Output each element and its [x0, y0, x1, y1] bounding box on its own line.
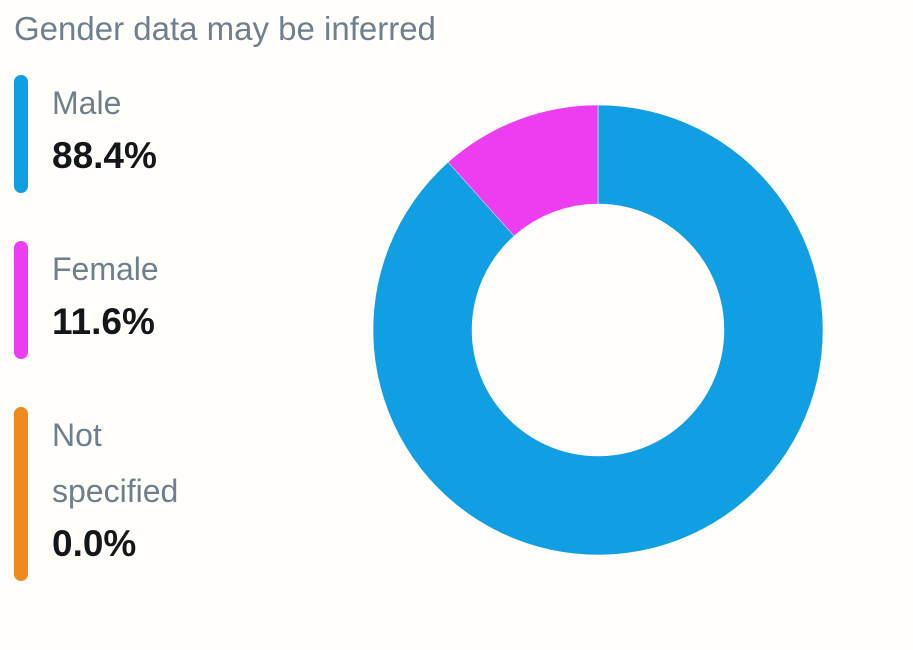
- legend-text: Female 11.6%: [52, 241, 159, 359]
- legend-item: Female 11.6%: [14, 241, 234, 359]
- donut-segment: [372, 104, 824, 556]
- legend-label: Male: [52, 85, 122, 121]
- legend-value: 11.6%: [52, 301, 155, 342]
- legend-swatch: [14, 75, 28, 193]
- legend-swatch: [14, 407, 28, 581]
- legend-item: Male 88.4%: [14, 75, 234, 193]
- legend: Male 88.4% Female 11.6% Not specified 0.0%: [14, 75, 234, 629]
- legend-value: 0.0%: [52, 523, 137, 564]
- legend-swatch: [14, 241, 28, 359]
- legend-label: Female: [52, 251, 159, 287]
- legend-item: Not specified 0.0%: [14, 407, 234, 581]
- chart-title: Gender data may be inferred: [14, 10, 436, 47]
- legend-text: Not specified 0.0%: [52, 407, 222, 581]
- legend-label: Not specified: [52, 417, 179, 509]
- donut-segment: [447, 104, 599, 237]
- legend-value: 88.4%: [52, 135, 157, 176]
- legend-text: Male 88.4%: [52, 75, 157, 193]
